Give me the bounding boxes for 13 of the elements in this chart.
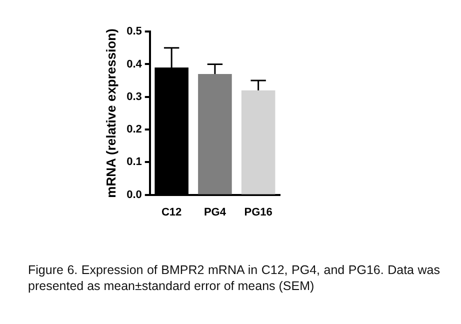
y-tick-label: 0.4	[126, 58, 143, 70]
x-tick-label: C12	[161, 206, 182, 218]
y-tick-label: 0.1	[126, 156, 142, 168]
bar	[241, 90, 276, 194]
y-tick-label: 0.0	[126, 188, 142, 201]
y-tick-label: 0.3	[126, 90, 142, 103]
x-tick-label: PG16	[244, 206, 272, 218]
bar	[198, 74, 232, 194]
y-axis-title: mRNA (relative expression)	[103, 28, 118, 198]
y-tick-label: 0.2	[126, 124, 142, 136]
y-tick-label: 0.5	[126, 26, 142, 38]
caption: Figure 6. Expression of BMPR2 mRNA in C12, PG4, and PG16. Data was presented as mean±standard error of means (SEM)	[28, 262, 440, 294]
x-tick-label: PG4	[204, 206, 227, 218]
